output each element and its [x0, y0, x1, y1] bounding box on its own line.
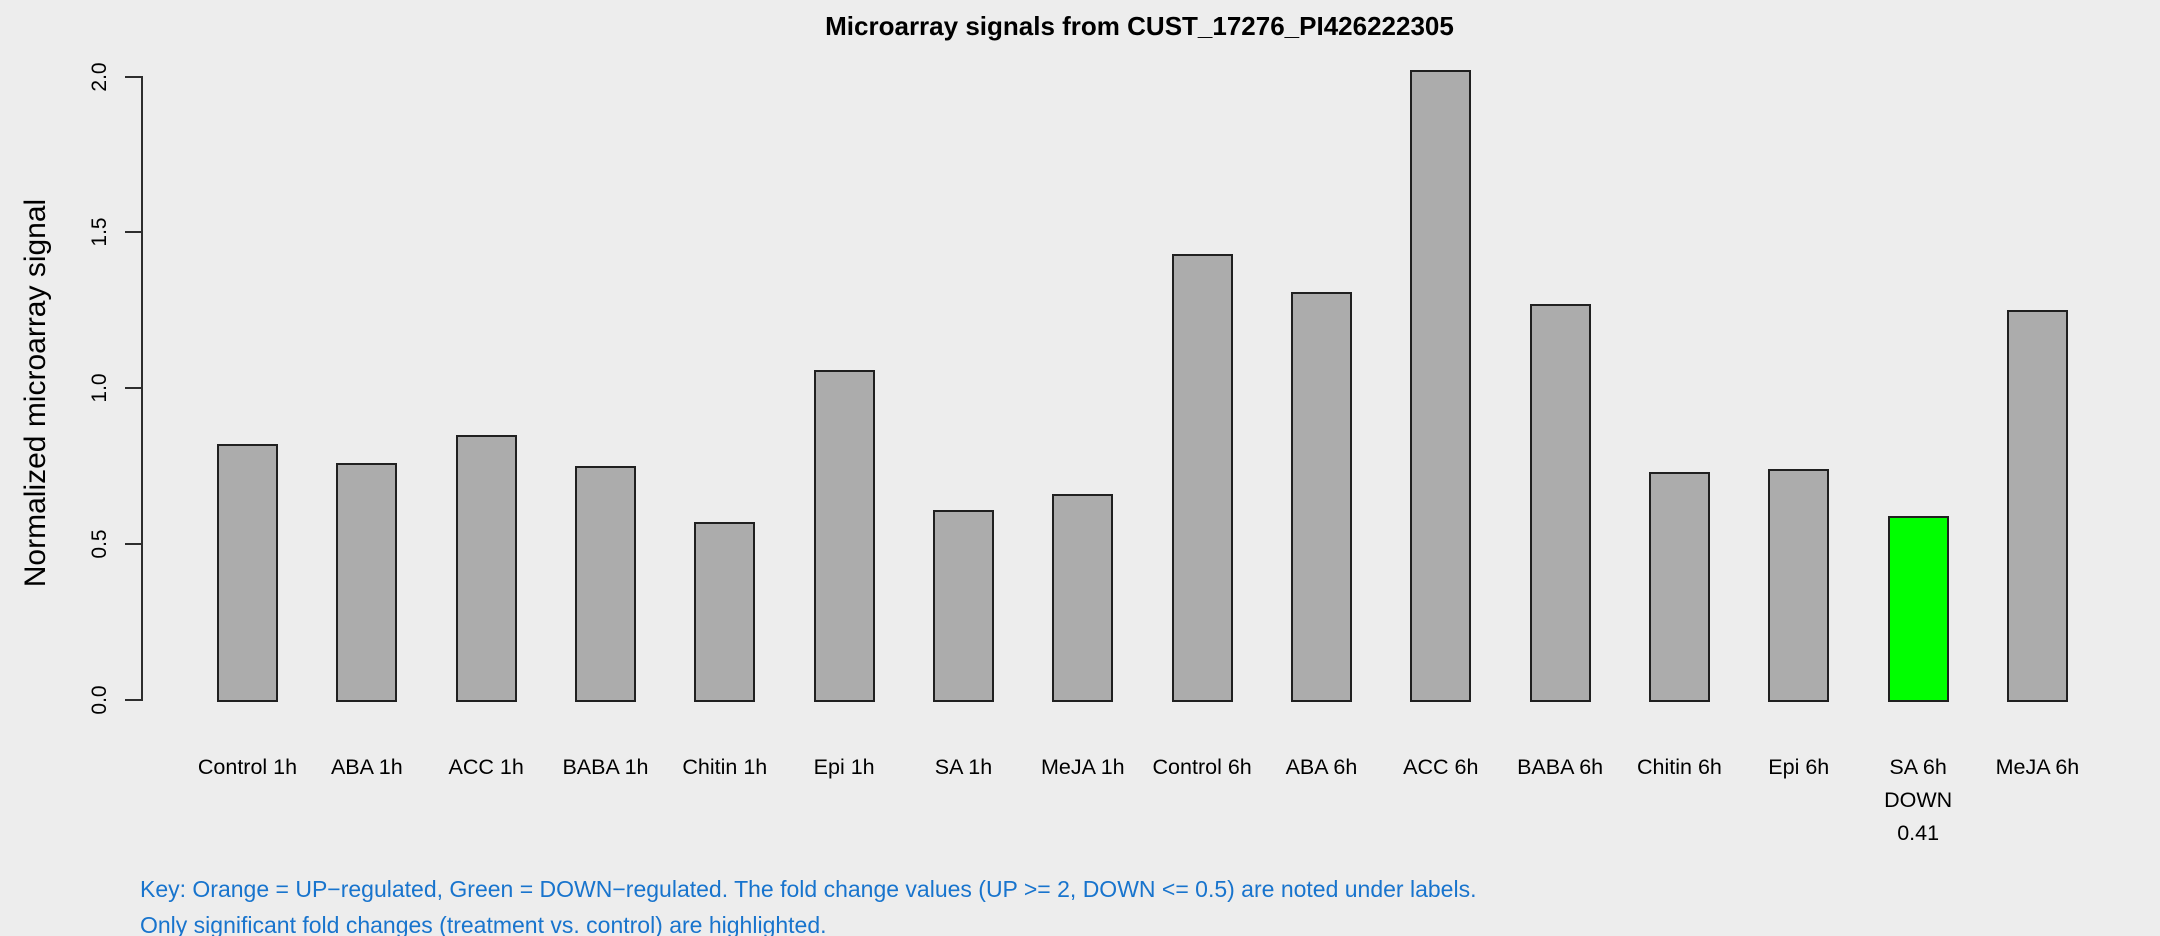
- bar-meja-1h: [1052, 494, 1114, 702]
- x-axis-label-chitin-1h: Chitin 1h: [665, 751, 784, 784]
- x-axis-label-baba-1h: BABA 1h: [546, 751, 665, 784]
- bar-chitin-6h: [1648, 472, 1710, 702]
- x-axis-label-text: ACC 1h: [448, 755, 524, 779]
- x-axis-label-text: SA 1h: [934, 755, 993, 779]
- x-axis-label-text: BABA 6h: [1517, 755, 1604, 779]
- y-axis-title: Normalized microarray signal: [19, 198, 52, 588]
- key-note-line-1: Key: Orange = UP−regulated, Green = DOWN…: [140, 876, 1477, 902]
- x-axis-label-meja-1h: MeJA 1h: [1023, 751, 1142, 784]
- x-axis-label-text: MeJA 6h: [1995, 755, 2080, 779]
- y-axis-tick-label-text: 1.5: [88, 217, 111, 248]
- bar-acc-6h: [1410, 70, 1472, 702]
- key-note-line-2: Only significant fold changes (treatment…: [140, 911, 827, 936]
- x-axis-label-text: Control 6h: [1152, 755, 1252, 779]
- x-axis-label-epi-6h: Epi 6h: [1739, 751, 1858, 784]
- y-axis-tick: [125, 543, 141, 546]
- y-axis-tick: [125, 231, 141, 234]
- y-axis-tick-label-text: 0.0: [88, 685, 111, 715]
- key-note: Key: Orange = UP−regulated, Green = DOWN…: [140, 872, 1476, 936]
- bar-sa-6h: [1887, 516, 1949, 702]
- x-axis-label-text: ACC 6h: [1403, 755, 1479, 779]
- y-axis-tick-label-text: 2.0: [88, 61, 111, 92]
- x-axis-label-text: Control 1h: [197, 755, 298, 779]
- bar-acc-1h: [455, 435, 517, 702]
- fold-change-annotation: DOWN: [1884, 788, 1953, 812]
- x-axis-label-text: Chitin 1h: [682, 755, 768, 779]
- x-axis-label-sa-1h: SA 1h: [904, 751, 1023, 784]
- y-axis-line: [141, 75, 143, 701]
- x-axis-label-meja-6h: MeJA 6h: [1978, 751, 2097, 784]
- y-axis-tick: [125, 75, 141, 78]
- x-axis-label-acc-1h: ACC 1h: [426, 751, 545, 784]
- bar-epi-6h: [1768, 469, 1830, 702]
- x-axis-label-text: ABA 6h: [1285, 755, 1358, 779]
- x-axis-label-text: Epi 1h: [813, 755, 875, 779]
- bar-meja-6h: [2006, 310, 2068, 702]
- x-axis-label-text: MeJA 1h: [1040, 755, 1125, 779]
- x-axis-label-text: BABA 1h: [562, 755, 649, 779]
- bar-sa-1h: [932, 509, 994, 702]
- x-axis-label-chitin-6h: Chitin 6h: [1620, 751, 1739, 784]
- x-axis-label-acc-6h: ACC 6h: [1381, 751, 1500, 784]
- bar-control-6h: [1171, 254, 1233, 702]
- x-axis-label-epi-1h: Epi 1h: [784, 751, 903, 784]
- chart-title: Microarray signals from CUST_17276_PI426…: [825, 11, 1454, 41]
- fold-change-annotation: 0.41: [1897, 821, 1940, 845]
- x-axis-label-control-6h: Control 6h: [1142, 751, 1261, 784]
- bar-baba-1h: [574, 466, 636, 702]
- y-axis-tick: [125, 699, 141, 701]
- bar-epi-1h: [813, 369, 875, 702]
- x-axis-label-sa-6h: SA 6h DOWN 0.41: [1858, 751, 1977, 850]
- x-axis-label-text: Epi 6h: [1768, 755, 1830, 779]
- y-axis-tick: [125, 387, 141, 390]
- x-axis-label-aba-1h: ABA 1h: [307, 751, 426, 784]
- bar-baba-6h: [1529, 304, 1591, 702]
- x-axis-label-baba-6h: BABA 6h: [1500, 751, 1619, 784]
- x-axis-label-aba-6h: ABA 6h: [1262, 751, 1381, 784]
- bar-aba-6h: [1290, 291, 1352, 702]
- x-axis-label-text: SA 6h: [1889, 755, 1947, 779]
- x-axis-label-text: ABA 1h: [330, 755, 403, 779]
- x-axis-label-text: Chitin 6h: [1637, 755, 1722, 779]
- y-axis-tick-label-text: 1.0: [88, 373, 111, 403]
- bar-control-1h: [217, 444, 278, 702]
- bar-chitin-1h: [694, 522, 756, 702]
- y-axis-tick-label-text: 0.5: [88, 529, 111, 559]
- bar-aba-1h: [336, 463, 398, 702]
- x-axis-label-control-1h: Control 1h: [188, 751, 307, 784]
